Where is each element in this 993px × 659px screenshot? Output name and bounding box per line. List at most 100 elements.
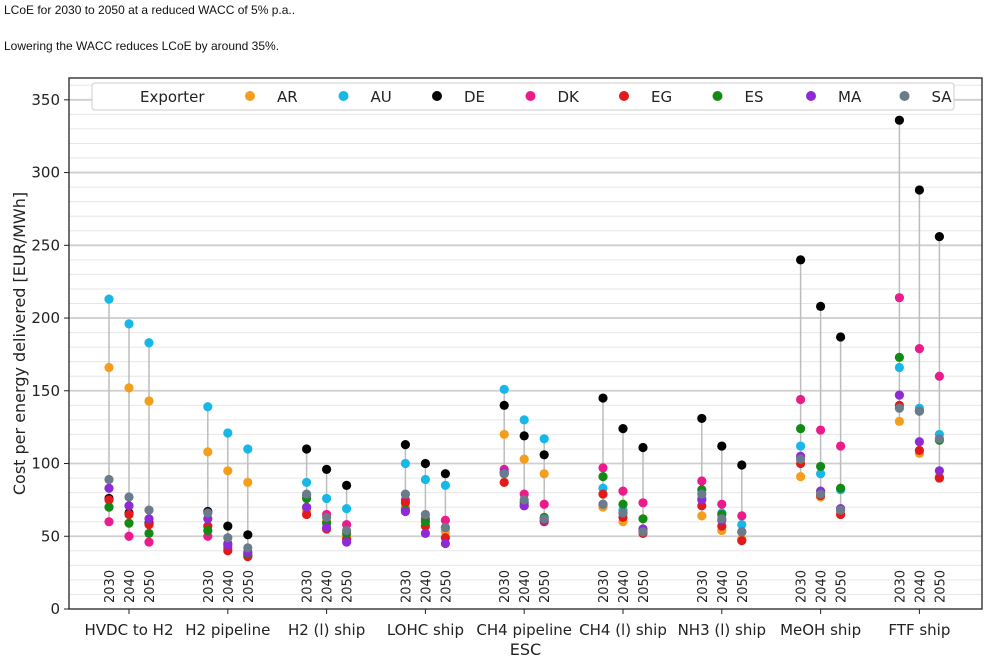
- x-tick-label: HVDC to H2: [85, 621, 174, 639]
- legend-label-eg: EG: [651, 88, 672, 106]
- data-point-sa: [914, 406, 925, 416]
- data-point-es: [836, 483, 846, 493]
- y-tick-label: 250: [31, 236, 60, 254]
- y-axis-ticks: 0 50 100 150 200 250 300 350: [31, 91, 69, 618]
- data-point-eg: [914, 445, 925, 456]
- year-label: 2030: [301, 570, 316, 603]
- data-point-ma: [124, 501, 134, 511]
- y-tick-label: 100: [31, 455, 60, 473]
- data-point-dk: [737, 511, 747, 521]
- data-point-sa: [243, 543, 253, 553]
- data-point-au: [243, 444, 253, 454]
- data-point-sa: [144, 505, 154, 515]
- data-point-de: [894, 115, 905, 125]
- data-point-es: [104, 502, 114, 512]
- legend-marker-dk: [525, 91, 536, 101]
- data-point-de: [598, 393, 608, 403]
- data-point-dk: [717, 499, 727, 509]
- data-point-dk: [104, 517, 114, 527]
- data-point-sa: [519, 495, 529, 505]
- data-point-sa: [598, 499, 608, 509]
- data-point-au: [519, 415, 529, 425]
- data-point-eg: [598, 489, 608, 499]
- legend-label-es: ES: [745, 88, 764, 106]
- legend-marker-au: [338, 91, 349, 101]
- x-tick-label: LOHC ship: [387, 621, 464, 639]
- data-point-sa: [124, 492, 134, 502]
- data-point-sa: [539, 514, 549, 524]
- data-point-es: [124, 518, 134, 528]
- y-tick-label: 300: [31, 164, 60, 182]
- data-point-de: [934, 231, 945, 242]
- data-point-dk: [144, 537, 154, 547]
- data-point-eg: [400, 498, 410, 508]
- data-point-de: [420, 458, 430, 469]
- data-point-sa: [697, 489, 707, 499]
- year-label: 2040: [815, 570, 830, 603]
- data-point-au: [104, 294, 114, 304]
- data-point-es: [816, 461, 826, 472]
- data-point-sa: [342, 525, 352, 536]
- data-point-ar: [223, 466, 233, 476]
- data-point-au: [816, 469, 826, 479]
- data-point-dk: [796, 394, 806, 405]
- data-point-sa: [440, 522, 450, 533]
- data-point-de: [914, 185, 925, 195]
- data-point-dk: [638, 498, 648, 508]
- legend-label-sa: SA: [932, 88, 953, 106]
- data-point-sa: [223, 533, 233, 543]
- data-point-ar: [104, 362, 114, 373]
- data-point-dk: [836, 441, 846, 451]
- data-point-au: [203, 402, 213, 412]
- year-label: 2040: [123, 570, 138, 603]
- data-point-de: [638, 442, 648, 453]
- data-point-de: [499, 400, 509, 410]
- data-point-de: [539, 450, 549, 460]
- data-point-eg: [499, 477, 509, 488]
- data-point-sa: [322, 512, 332, 522]
- data-point-ar: [796, 472, 806, 482]
- data-point-es: [420, 517, 430, 527]
- year-label: 2030: [498, 570, 513, 603]
- data-point-de: [618, 424, 628, 434]
- data-point-sa: [203, 508, 213, 518]
- data-point-es: [638, 514, 648, 524]
- y-tick-label: 200: [31, 309, 60, 327]
- data-point-ar: [144, 396, 154, 406]
- caption-line-1: LCoE for 2030 to 2050 at a reduced WACC …: [4, 3, 296, 17]
- data-point-ma: [440, 538, 450, 549]
- data-point-de: [737, 460, 747, 470]
- year-label: 2040: [913, 570, 928, 603]
- legend-label-ar: AR: [277, 88, 298, 106]
- data-point-ma: [104, 483, 114, 493]
- data-point-ma: [302, 502, 312, 512]
- y-tick-label: 350: [31, 91, 60, 109]
- data-point-de: [400, 440, 410, 450]
- year-label: 2030: [202, 570, 217, 603]
- year-label: 2050: [538, 570, 553, 603]
- data-point-de: [519, 431, 529, 441]
- data-point-ma: [342, 537, 352, 547]
- legend-label-au: AU: [371, 88, 392, 106]
- year-label: 2040: [419, 570, 434, 603]
- x-axis-ticks: HVDC to H2 H2 pipeline H2 (l) ship LOHC shi…: [85, 609, 950, 639]
- data-point-sa: [420, 509, 430, 520]
- data-point-es: [144, 528, 154, 538]
- x-tick-label: MeOH ship: [780, 621, 861, 639]
- data-point-au: [302, 477, 312, 488]
- data-point-ar: [697, 511, 707, 521]
- data-point-sa: [638, 527, 648, 537]
- year-label: 2040: [321, 570, 336, 603]
- year-label: 2030: [103, 570, 118, 603]
- data-point-au: [322, 493, 332, 504]
- data-points: [104, 115, 945, 562]
- data-point-ar: [499, 429, 509, 440]
- x-tick-label: CH4 pipeline: [476, 621, 572, 639]
- year-label: 2030: [696, 570, 711, 603]
- year-label: 2040: [518, 570, 533, 603]
- data-point-de: [302, 444, 312, 454]
- data-point-de: [342, 480, 352, 490]
- data-point-dk: [934, 371, 945, 381]
- data-point-sa: [934, 434, 945, 444]
- data-point-ma: [400, 506, 410, 517]
